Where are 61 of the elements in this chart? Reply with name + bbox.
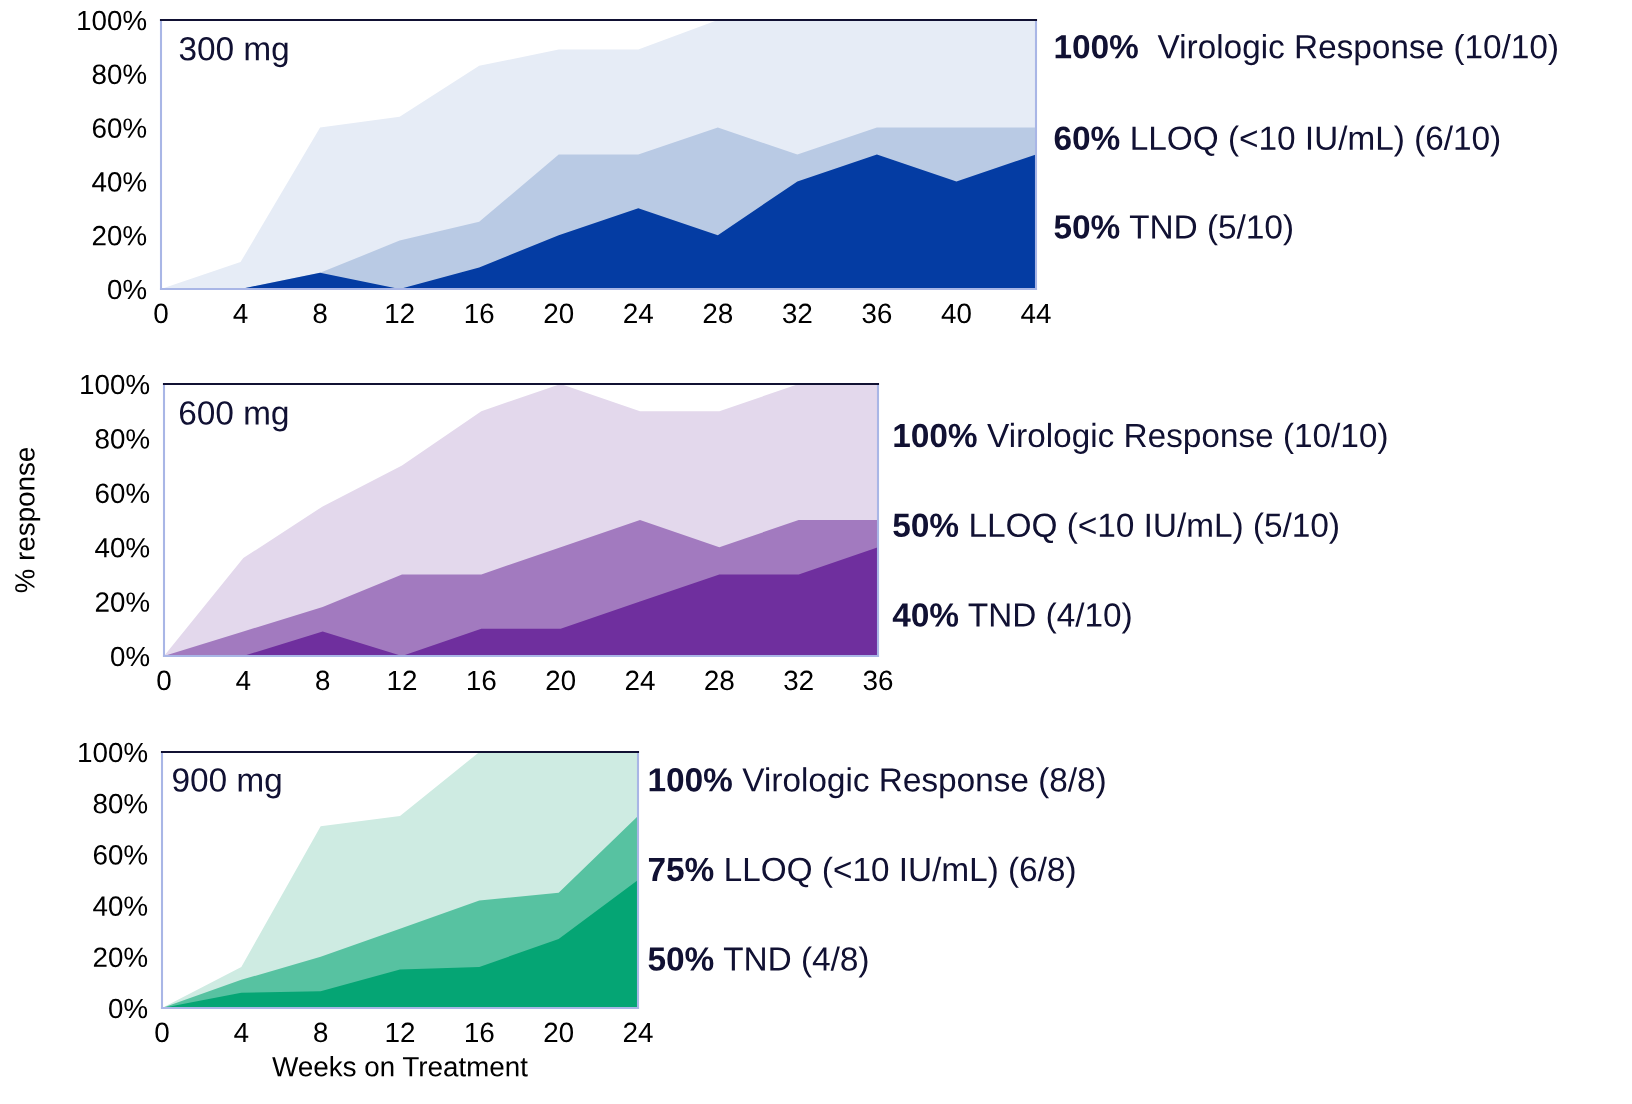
x-tick-label: 16: [466, 1022, 494, 1043]
x-tick-label: 4: [236, 670, 251, 691]
y-tick-label: 40%: [95, 537, 150, 558]
y-tick-label: 100%: [81, 374, 150, 395]
x-tick-label: 16: [465, 303, 494, 324]
y-tick-label: 60%: [93, 845, 148, 865]
chart-title: 600 mg: [179, 401, 288, 432]
text: 50% LLOQ (<10 IU/mL) (5/10): [893, 512, 1338, 544]
x-axis-title: Weeks on Treatment: [272, 1056, 528, 1077]
x-tick-label: 28: [705, 670, 734, 691]
x-tick-label: 36: [862, 303, 892, 324]
y-tick-label: 60%: [95, 483, 150, 504]
x-tick-label: 28: [703, 303, 733, 324]
y-tick-label: 20%: [92, 225, 147, 246]
text: 100% Virologic Response (10/10): [1055, 34, 1557, 66]
x-tick-label: 16: [468, 670, 496, 691]
text: 100% Virologic Response (10/10): [894, 422, 1387, 454]
y-tick-label: 100%: [79, 742, 148, 763]
text: 75% LLOQ (<10 IU/mL) (6/8): [648, 856, 1075, 888]
y-tick-label: 80%: [95, 429, 150, 449]
x-tick-label: 0: [154, 303, 168, 324]
x-tick-label: 12: [386, 303, 414, 324]
x-tick-label: 32: [784, 670, 813, 691]
y-tick-label: 0%: [109, 998, 148, 1019]
x-tick-label: 24: [624, 303, 653, 324]
chart-title: 900 mg: [173, 768, 281, 799]
y-tick-label: 20%: [95, 592, 150, 612]
text: 100% Virologic Response (8/8): [649, 767, 1105, 799]
y-axis-title: % response: [15, 447, 41, 593]
y-tick-label: 100%: [78, 10, 147, 31]
y-tick-label: 80%: [93, 793, 148, 814]
text: 40% TND (4/10): [892, 602, 1131, 634]
x-tick-label: 44: [1021, 303, 1051, 324]
text: 50% TND (4/8): [648, 946, 868, 978]
x-tick-label: 0: [155, 1022, 169, 1043]
y-tick-label: 0%: [111, 646, 150, 667]
y-tick-label: 40%: [93, 896, 148, 916]
x-tick-label: 24: [623, 1022, 653, 1043]
y-tick-label: 0%: [108, 279, 147, 300]
text: 50% TND (5/10): [1054, 214, 1292, 246]
chart-title: 300 mg: [179, 37, 288, 68]
y-tick-label: 80%: [92, 64, 147, 85]
x-tick-label: 20: [544, 1022, 574, 1043]
x-tick-label: 32: [782, 303, 812, 324]
y-tick-label: 20%: [93, 947, 148, 968]
x-tick-label: 4: [234, 1022, 249, 1043]
x-tick-label: 20: [546, 670, 576, 691]
x-tick-label: 20: [544, 303, 574, 324]
x-tick-label: 8: [316, 670, 330, 691]
y-tick-label: 60%: [92, 118, 147, 138]
x-tick-label: 24: [625, 670, 655, 691]
x-tick-label: 8: [313, 303, 327, 324]
x-tick-label: 0: [157, 670, 171, 691]
text: 60% LLOQ (<10 IU/mL) (6/10): [1054, 125, 1500, 157]
x-tick-label: 40: [941, 303, 971, 324]
y-tick-label: 40%: [92, 172, 147, 192]
x-tick-label: 4: [233, 303, 248, 324]
x-tick-label: 36: [863, 670, 893, 691]
x-tick-label: 12: [386, 1022, 415, 1043]
x-tick-label: 8: [314, 1022, 328, 1043]
x-tick-label: 12: [388, 670, 417, 691]
